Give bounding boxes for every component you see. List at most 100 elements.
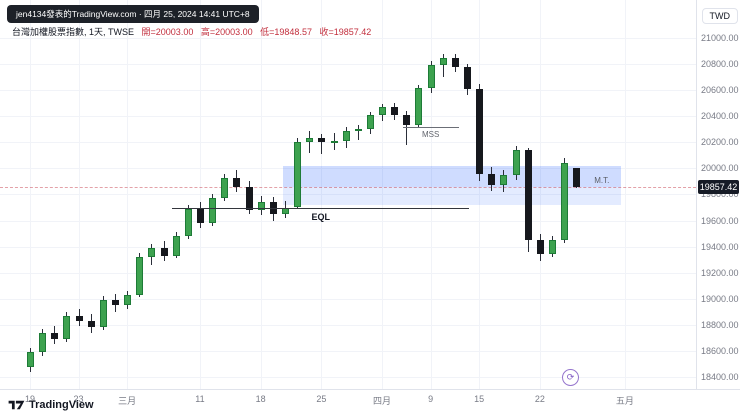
candle[interactable]	[51, 332, 59, 340]
price-tick-label: 19200.00	[701, 267, 739, 278]
price-tick-label: 20800.00	[701, 59, 739, 70]
price-tick-label: 21000.00	[701, 33, 739, 43]
last-price-line	[0, 186, 696, 188]
gridline-h	[0, 350, 696, 352]
candle[interactable]	[245, 186, 253, 211]
candle[interactable]	[306, 138, 314, 143]
gridline-h	[0, 324, 696, 326]
candle[interactable]	[184, 208, 192, 237]
candle[interactable]	[172, 236, 180, 256]
candle[interactable]	[561, 163, 569, 241]
gridline-v	[199, 0, 201, 389]
candle[interactable]	[160, 247, 168, 256]
candle[interactable]	[111, 300, 119, 306]
chart-legend[interactable]: 台灣加權股票指數, 1天, TWSE 開=20003.00 高=20003.00…	[12, 25, 371, 38]
candle[interactable]	[488, 173, 496, 186]
price-axis[interactable]: 21000.00 20800.00 20600.00 20400.00 20200.00…	[696, 0, 740, 389]
candle[interactable]	[124, 294, 132, 306]
candle-wick	[321, 134, 323, 155]
candle[interactable]	[536, 240, 544, 255]
gridline-h	[0, 90, 696, 92]
currency-label[interactable]: TWD	[701, 8, 738, 24]
candle[interactable]	[136, 257, 144, 295]
candle[interactable]	[221, 177, 229, 199]
mss-line[interactable]	[402, 126, 459, 128]
gridline-h	[0, 38, 696, 39]
chart-plot[interactable]: EQL MSS M.T.	[0, 0, 696, 389]
candle[interactable]	[439, 57, 447, 66]
gridline-v	[479, 0, 481, 389]
refresh-circle-icon[interactable]: ⟳	[562, 369, 579, 386]
ohlc-low: 低=19848.57	[260, 27, 312, 37]
candle[interactable]	[99, 300, 107, 328]
gridline-v	[30, 0, 31, 389]
time-tick-label: 11	[195, 394, 205, 404]
ohlc-close: 收=19857.42	[319, 27, 372, 37]
tradingview-logo-text: TradingView	[29, 399, 94, 411]
price-tick-label: 18400.00	[701, 372, 739, 382]
gridline-h	[0, 220, 696, 222]
price-tick-label: 20600.00	[701, 85, 739, 96]
time-tick-label: 23	[73, 394, 84, 404]
attribution-badge: jen4134發表的TradingView.com · 四月 25, 2024 …	[7, 5, 259, 23]
price-tick-label: 19600.00	[701, 215, 739, 226]
zone-mt-label: M.T.	[594, 175, 610, 185]
price-tick-label: 20400.00	[701, 111, 739, 122]
candle[interactable]	[209, 198, 217, 224]
candle[interactable]	[415, 87, 423, 126]
gridline-h	[0, 194, 696, 196]
gridline-h	[0, 246, 696, 248]
ohlc-open: 開=20003.00	[141, 27, 194, 37]
eql-line[interactable]	[172, 207, 470, 209]
candle[interactable]	[476, 88, 484, 174]
time-tick-label: 19	[24, 394, 36, 404]
mss-label: MSS	[421, 129, 440, 139]
gridline-h	[0, 298, 696, 300]
candle[interactable]	[379, 107, 387, 115]
time-tick-label: 25	[316, 394, 327, 404]
candle[interactable]	[391, 107, 399, 115]
time-tick-label: 四月	[373, 396, 392, 406]
gridline-h	[0, 116, 696, 118]
gridline-h	[0, 377, 696, 378]
gridline-h	[0, 64, 696, 66]
candle[interactable]	[403, 114, 411, 126]
candle[interactable]	[500, 174, 508, 186]
symbol-title[interactable]: 台灣加權股票指數, 1天, TWSE	[12, 27, 135, 37]
candle[interactable]	[75, 315, 83, 321]
gridline-v	[624, 0, 626, 389]
candle[interactable]	[27, 352, 34, 367]
candle[interactable]	[366, 114, 374, 130]
gridline-v	[127, 0, 129, 389]
candle[interactable]	[196, 208, 204, 224]
candle[interactable]	[318, 138, 326, 143]
candle[interactable]	[233, 177, 241, 187]
gridline-v	[539, 0, 541, 389]
candle[interactable]	[342, 130, 350, 141]
candle[interactable]	[87, 320, 95, 328]
candle[interactable]	[451, 57, 459, 67]
price-tick-label: 19400.00	[701, 241, 739, 252]
candle[interactable]	[512, 150, 520, 175]
candle[interactable]	[330, 141, 338, 143]
candle[interactable]	[63, 315, 71, 340]
candle[interactable]	[549, 240, 557, 255]
candle[interactable]	[39, 332, 47, 353]
ohlc-high: 高=20003.00	[200, 27, 253, 37]
candle[interactable]	[573, 167, 581, 187]
candle[interactable]	[354, 129, 362, 132]
candle[interactable]	[257, 202, 265, 211]
candle[interactable]	[524, 150, 532, 241]
candle[interactable]	[427, 65, 435, 88]
candle[interactable]	[148, 247, 156, 258]
price-tick-label: 18800.00	[701, 319, 739, 330]
supply-zone-upper-band	[282, 165, 622, 187]
tradingview-logo[interactable]: TradingView	[8, 399, 94, 411]
time-tick-label: 三月	[118, 396, 137, 406]
candle[interactable]	[464, 66, 472, 89]
price-tick-label: 20200.00	[701, 137, 739, 148]
price-tick-label: 18600.00	[701, 345, 739, 356]
gridline-v	[321, 0, 323, 389]
time-axis[interactable]: 19 23 三月 11 18 25 四月 9 15 22 五月	[0, 389, 740, 420]
candle[interactable]	[294, 142, 302, 208]
